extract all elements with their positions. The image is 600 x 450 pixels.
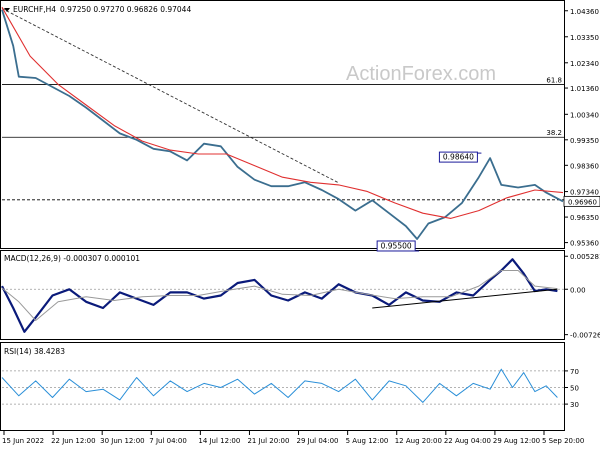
- macd-support-line: [372, 288, 558, 309]
- price-ytick-label: 1.01360: [570, 85, 599, 93]
- annotation-label: 0.95500: [381, 241, 412, 250]
- price-annotation: 0.95500: [376, 240, 420, 252]
- price-ytick-label: 1.04360: [570, 8, 599, 16]
- rsi-ytick-label: 30: [570, 401, 579, 409]
- x-tick-label: 7 Jul 04:00: [149, 437, 187, 445]
- x-tick-label: 22 Jun 12:00: [51, 437, 95, 445]
- rsi-line: [1, 368, 558, 403]
- signal-line: [1, 270, 558, 321]
- price-ytick-label: 0.96350: [570, 214, 599, 222]
- x-tick-label: 5 Sep 20:00: [542, 437, 584, 445]
- x-tick-label: 30 Jun 12:00: [100, 437, 144, 445]
- price-ytick-label: 1.03350: [570, 34, 599, 42]
- price-annotation: 0.98640: [438, 151, 482, 163]
- rsi-ytick-label: 70: [570, 368, 579, 376]
- annotation-label: 0.98640: [443, 153, 474, 162]
- current-price-box: [563, 195, 600, 207]
- price-ytick-label: 0.97340: [570, 189, 599, 197]
- watermark: ActionForex.com: [346, 63, 496, 85]
- price-symbol: EURCHF,H4: [13, 5, 56, 14]
- fib-level-label: 38.2: [546, 129, 562, 137]
- ema-line: [1, 6, 564, 219]
- macd-ytick-label: 0.005281: [570, 253, 600, 261]
- price-ytick-label: 1.02340: [570, 60, 599, 68]
- price-line: [1, 9, 564, 240]
- downtrend-line: [1, 8, 339, 184]
- macd-panel-frame: [0, 250, 565, 340]
- rsi-layer: 70 50 30: [1, 368, 579, 409]
- macd-ytick-label: 0.00: [570, 286, 586, 294]
- price-ytick-label: 0.95360: [570, 240, 599, 248]
- macd-ytick-label: -0.007263: [570, 332, 600, 340]
- price-ytick-label: 0.98360: [570, 162, 599, 170]
- price-ytick-label: 0.99350: [570, 137, 599, 145]
- price-panel-frame: [0, 0, 565, 249]
- rsi-title: RSI(14) 38.4283: [4, 347, 65, 356]
- macd-layer: 0.005281 0.00 -0.007263: [1, 253, 600, 340]
- x-tick-label: 15 Jun 2022: [2, 437, 44, 445]
- price-ytick-label: 1.00340: [570, 111, 599, 119]
- current-price-label: 0.96960: [568, 198, 597, 206]
- x-axis: 15 Jun 2022 22 Jun 12:00 30 Jun 12:00 7 Jul…: [2, 431, 584, 445]
- x-tick-label: 12 Aug 20:00: [395, 437, 442, 445]
- x-tick-label: 5 Aug 12:00: [346, 437, 389, 445]
- x-tick-label: 29 Jul 04:00: [297, 437, 339, 445]
- annotation-box: [438, 151, 478, 163]
- x-tick-label: 21 Jul 20:00: [247, 437, 289, 445]
- annotation-box: [376, 240, 416, 252]
- x-tick-label: 14 Jul 12:00: [198, 437, 240, 445]
- macd-line: [1, 258, 558, 333]
- macd-title: MACD(12,26,9) -0.000307 0.000101: [4, 254, 140, 263]
- dropdown-triangle-icon: [4, 8, 10, 12]
- x-tick-label: 29 Aug 12:00: [493, 437, 540, 445]
- fib-level-label: 61.8: [546, 76, 562, 84]
- price-header-values: 0.97250 0.97270 0.96826 0.97044: [60, 5, 191, 14]
- rsi-panel-frame: [0, 342, 565, 431]
- x-tick-label: 22 Aug 04:00: [444, 437, 491, 445]
- rsi-ytick-label: 50: [570, 385, 579, 393]
- price-layer: 1.04360 1.03350 1.02340 1.01360 1.00340 0.993…: [1, 6, 600, 252]
